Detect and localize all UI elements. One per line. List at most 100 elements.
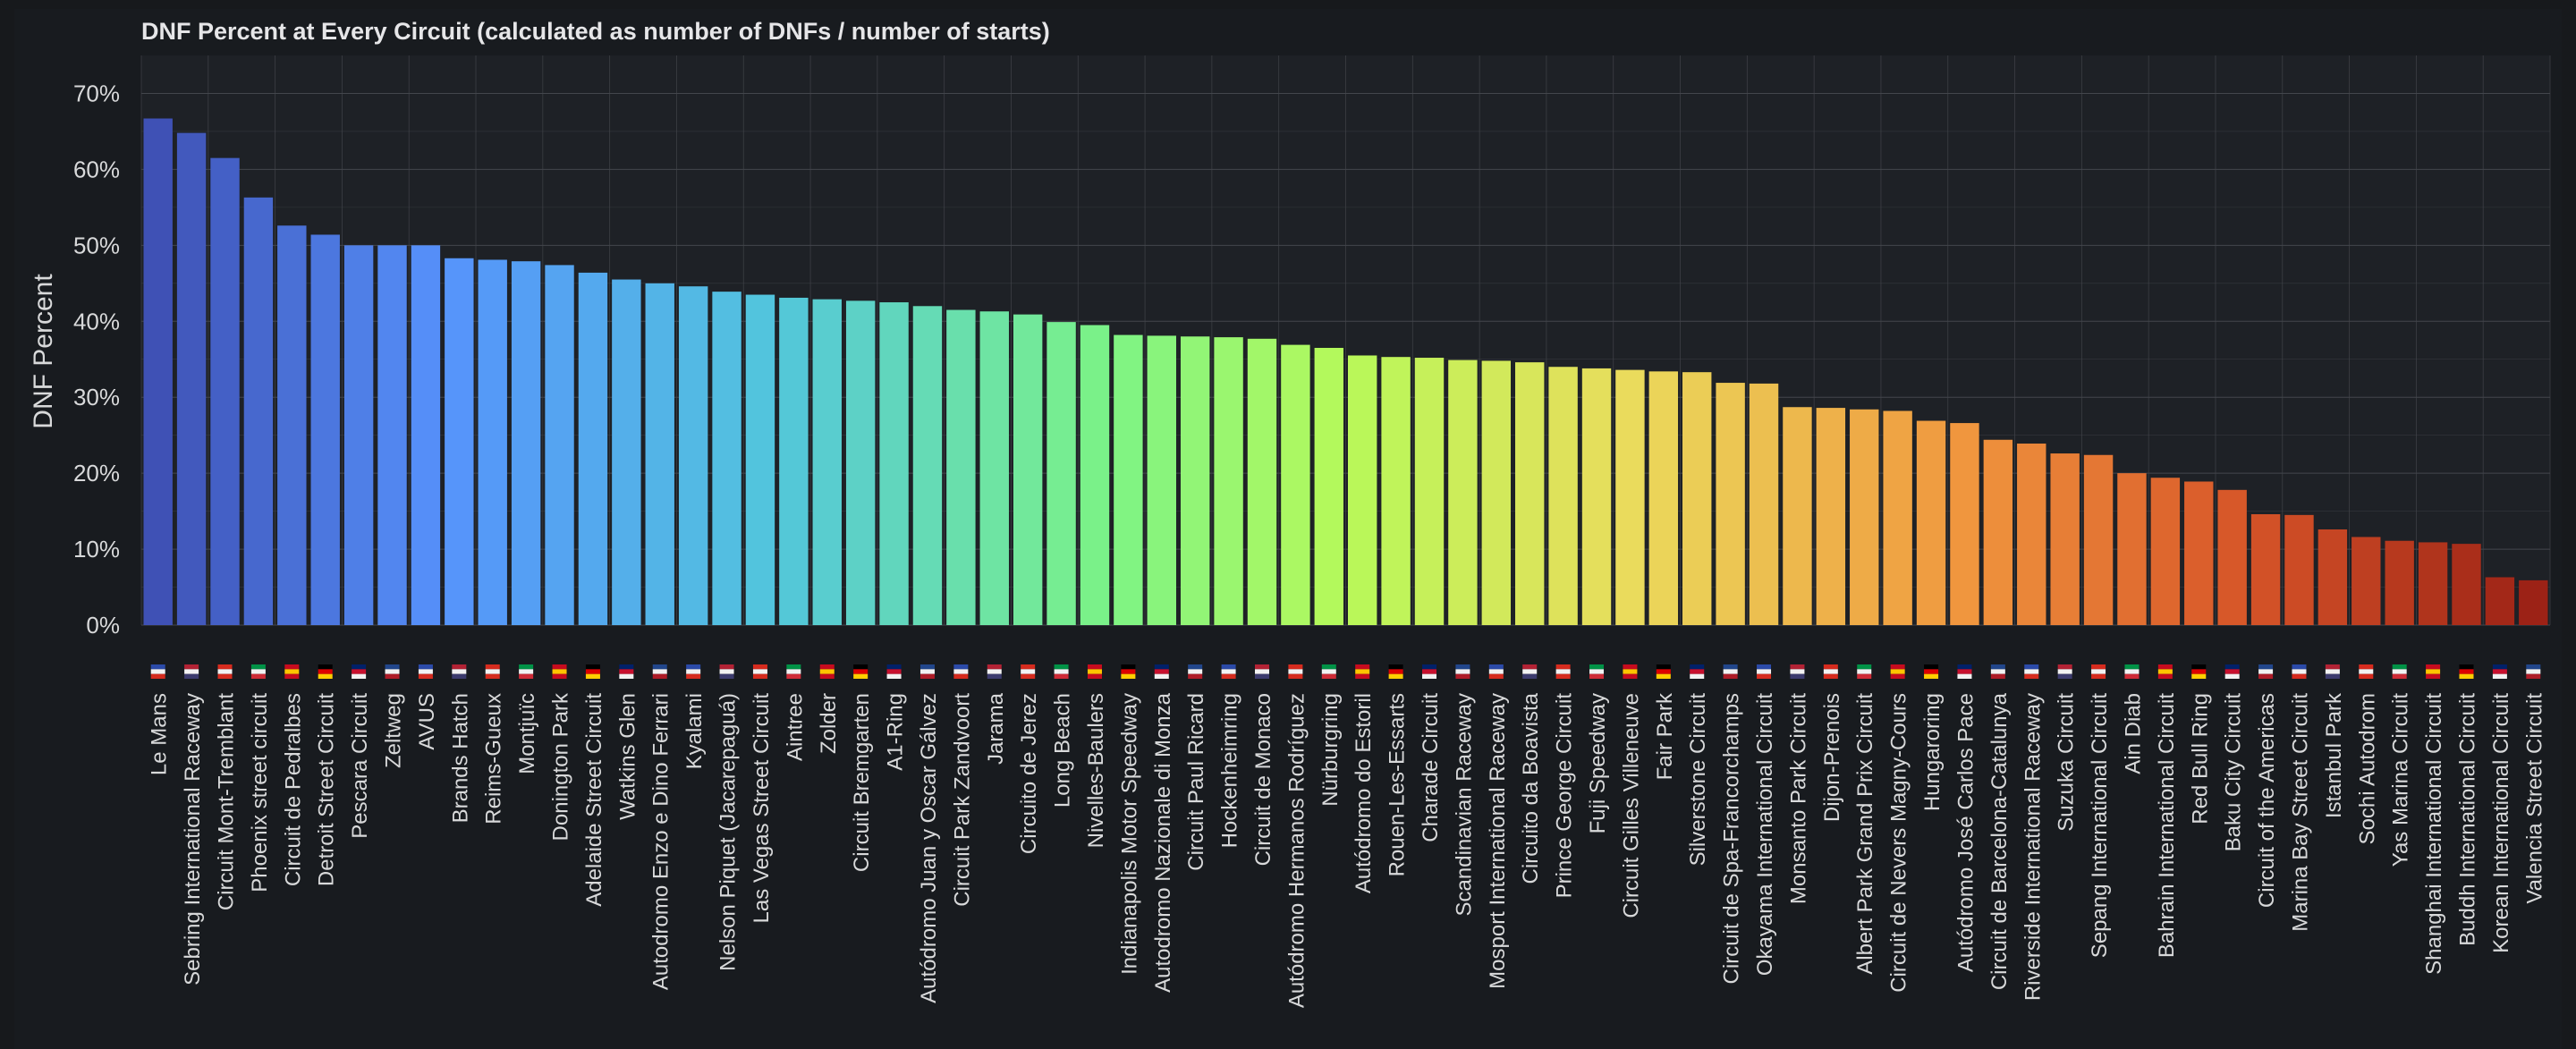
bar [2519,579,2548,625]
x-tick-label: Adelaide Street Circuit [582,693,606,907]
flag-icon [1555,664,1571,679]
x-tick-label: Silverstone Circuit [1686,693,1710,867]
flag-icon [217,664,233,679]
bar [1314,347,1343,625]
chart-panel: DNF Percent at Every Circuit (calculated… [14,9,2562,1049]
flag-icon [250,664,266,679]
flag-icon [853,664,869,679]
flag-icon [2224,664,2240,679]
bar [1883,410,1912,625]
flag-icon [1790,664,1805,679]
x-tick-label: Aintree [783,693,807,761]
flag-icon [752,664,767,679]
x-tick-label: Valencia Street Circuit [2522,693,2546,904]
x-tick-label: Autodromo Enzo e Dino Ferrari [649,693,674,990]
x-tick-label: Circuito de Jerez [1017,693,1041,854]
flag-icon [1388,664,1403,679]
bar [478,259,507,625]
x-tick-label: Hungaroring [1920,693,1945,811]
x-tick-label: Rouen-Les-Essarts [1385,693,1410,876]
bar [879,302,909,625]
x-tick-label: Nürburgring [1318,693,1343,807]
flag-icon [2124,664,2140,679]
bar [1147,335,1176,625]
bar [176,132,207,625]
flag-icon [1021,664,1036,679]
bar [1548,367,1578,625]
x-tick-label: Jarama [984,692,1008,765]
flag-icon [919,664,935,679]
x-tick-label: Zolder [817,693,841,754]
bar [1950,423,1979,625]
bar [2083,454,2114,625]
flag-icon [1690,664,1705,679]
bar [2017,444,2046,625]
y-tick-labels: 0% 10% 20% 30% 40% 50% 60% 70% [73,80,120,639]
bar [845,300,876,625]
flags [150,664,2541,679]
bar [377,245,407,625]
bar [411,245,441,625]
x-tick-label: Scandinavian Raceway [1452,693,1476,916]
flag-icon [1723,664,1738,679]
x-tick-label: Detroit Street Circuit [315,693,339,886]
bar [2452,544,2481,625]
flag-icon [1154,664,1169,679]
bar [1783,407,1812,625]
x-tick-label: Marina Bay Street Circuit [2288,693,2312,932]
bar [1850,409,1879,625]
x-tick-label: Autódromo José Carlos Pace [1953,693,1978,972]
flag-icon [1589,664,1605,679]
x-tick-label: Nivelles-Baulers [1084,693,1108,848]
flag-icon [1188,664,1203,679]
bar [2284,514,2314,625]
x-tick-label: Pescara Circuit [348,693,372,839]
y-tick-label: 40% [73,308,120,334]
chart-title: DNF Percent at Every Circuit (calculated… [141,18,1050,45]
x-tick-label: Fair Park [1653,692,1677,780]
y-tick-label: 70% [73,80,120,106]
bar [1247,338,1277,625]
flag-icon [1288,664,1303,679]
x-tick-label: Long Beach [1051,693,1075,808]
x-tick-label: Buddh International Circuit [2455,693,2479,946]
flag-icon [1623,664,1638,679]
bar [1983,439,2013,625]
x-tick-label: Autodromo Nazionale di Monza [1151,692,1175,993]
bar [1816,408,1846,625]
y-tick-label: 30% [73,384,120,410]
x-tick-label: Kyalami [682,693,707,769]
bar [545,265,574,625]
x-tick-label: Donington Park [549,692,573,841]
bar [1214,337,1243,625]
x-tick-label: Circuit de Monaco [1251,693,1275,866]
flag-icon [1087,664,1102,679]
flag-icon [1254,664,1269,679]
bar [1682,372,1712,625]
bar [2217,489,2247,625]
bar [445,258,474,625]
bar [2050,453,2080,625]
bar [912,306,943,625]
bar [812,299,842,625]
bar [1348,355,1377,625]
x-tick-label: Circuit de Spa-Francorchamps [1720,693,1744,984]
flag-icon [719,664,734,679]
flag-icon [2325,664,2340,679]
flag-icon [1957,664,1972,679]
bar [143,118,173,626]
bar [2184,481,2214,625]
flag-icon [686,664,701,679]
x-tick-label: Circuit de Pedralbes [281,693,305,886]
flag-icon [352,664,367,679]
bar [712,292,741,625]
x-tick-label: Circuit Paul Ricard [1184,693,1208,871]
flag-icon [1455,664,1470,679]
x-tick-label: Nelson Piquet (Jacarepaguá) [716,693,741,971]
x-tick-label: Circuit Park Zandvoort [950,693,974,907]
flag-icon [2359,664,2374,679]
flag-icon [385,664,400,679]
bar [1381,357,1411,625]
bar [946,309,976,625]
x-tick-label: Baku City Circuit [2222,693,2246,852]
